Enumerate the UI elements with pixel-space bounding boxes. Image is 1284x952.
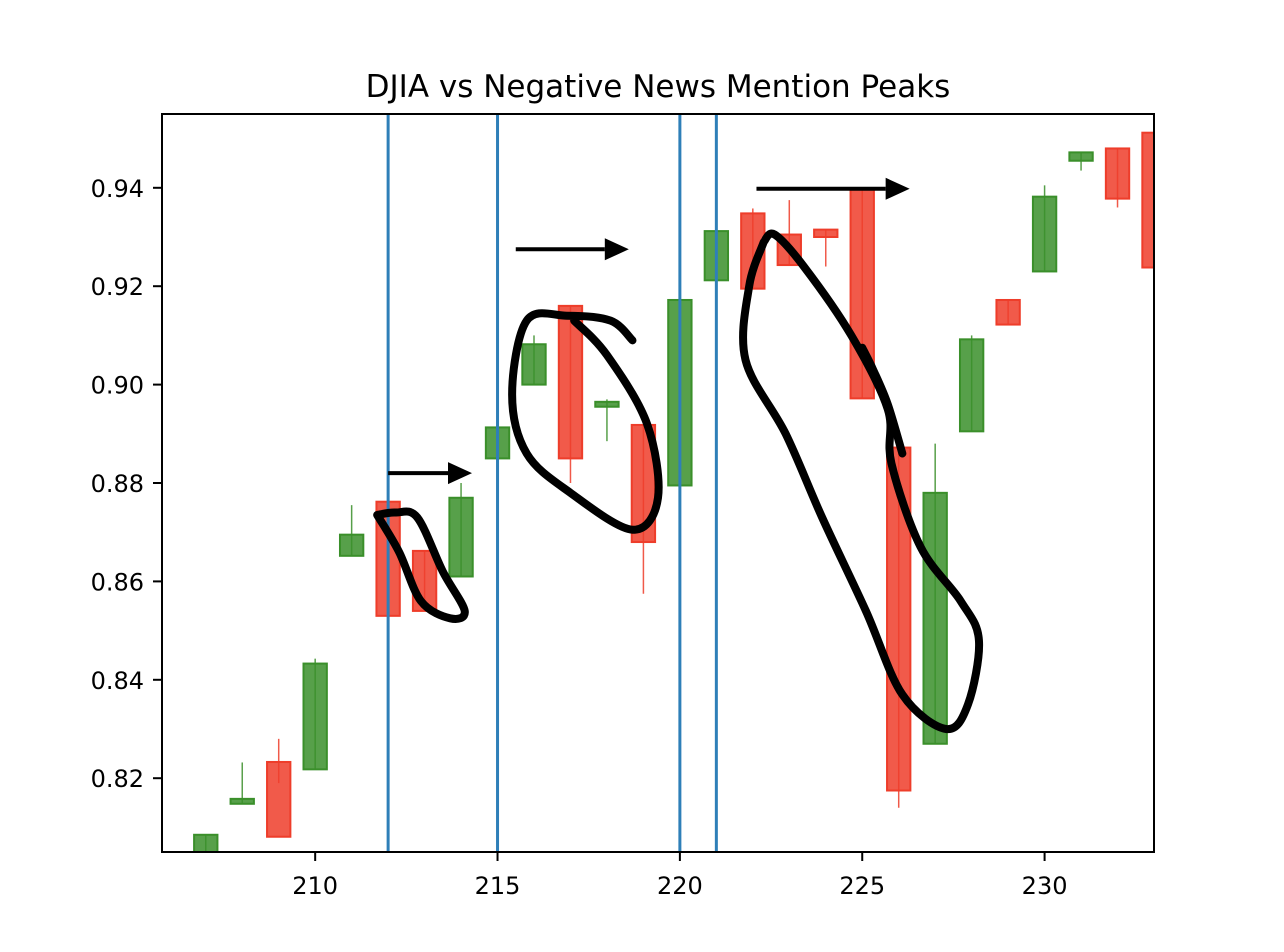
candle-body-11 (594, 400, 620, 408)
annotation-loop-2 (739, 229, 984, 734)
y-tick-label-3: 0.88 (91, 470, 144, 498)
candle-body-21 (958, 338, 985, 433)
y-tick-label-4: 0.90 (91, 372, 144, 400)
y-tick-label-6: 0.94 (91, 175, 144, 203)
y-tick-label-5: 0.92 (91, 273, 144, 301)
candle-body-1 (229, 797, 255, 805)
x-tick-label-1: 215 (475, 872, 521, 900)
y-tick-label-2: 0.86 (91, 568, 144, 596)
annotation-arrowhead-0 (448, 462, 472, 485)
candle-body-17 (813, 228, 839, 238)
x-tick-label-3: 225 (839, 872, 885, 900)
candle-body-22 (995, 298, 1021, 326)
candle-body-2 (266, 760, 292, 838)
candle-body-10 (557, 304, 584, 460)
candle-body-7 (448, 496, 474, 578)
candle-body-24 (1068, 151, 1094, 162)
candle-body-25 (1104, 147, 1131, 200)
candle-body-0 (193, 833, 219, 852)
candle-body-3 (302, 662, 328, 771)
annotation-loop-0 (373, 507, 469, 623)
candle-body-9 (521, 343, 547, 386)
annotation-loop-1 (508, 309, 663, 534)
chart-title: DJIA vs Negative News Mention Peaks (366, 69, 951, 105)
annotation-arrowhead-2 (885, 177, 910, 200)
x-tick-label-4: 230 (1022, 872, 1068, 900)
annotation-arrowhead-1 (604, 238, 629, 261)
y-tick-label-0: 0.82 (91, 765, 144, 793)
candle-body-4 (338, 533, 365, 557)
y-tick-label-1: 0.84 (91, 667, 144, 695)
x-tick-label-0: 210 (292, 872, 338, 900)
candle-body-26 (1141, 131, 1154, 269)
candle-body-20 (922, 491, 948, 745)
axes: 210 215 220 225 230 0.82 0.84 0.86 0.88 0.90 0.92 0… (91, 113, 1155, 900)
x-tick-label-2: 220 (657, 872, 703, 900)
plot-area (193, 114, 1154, 852)
annotation-loop-3 (858, 343, 907, 458)
candle-body-23 (1031, 195, 1058, 273)
